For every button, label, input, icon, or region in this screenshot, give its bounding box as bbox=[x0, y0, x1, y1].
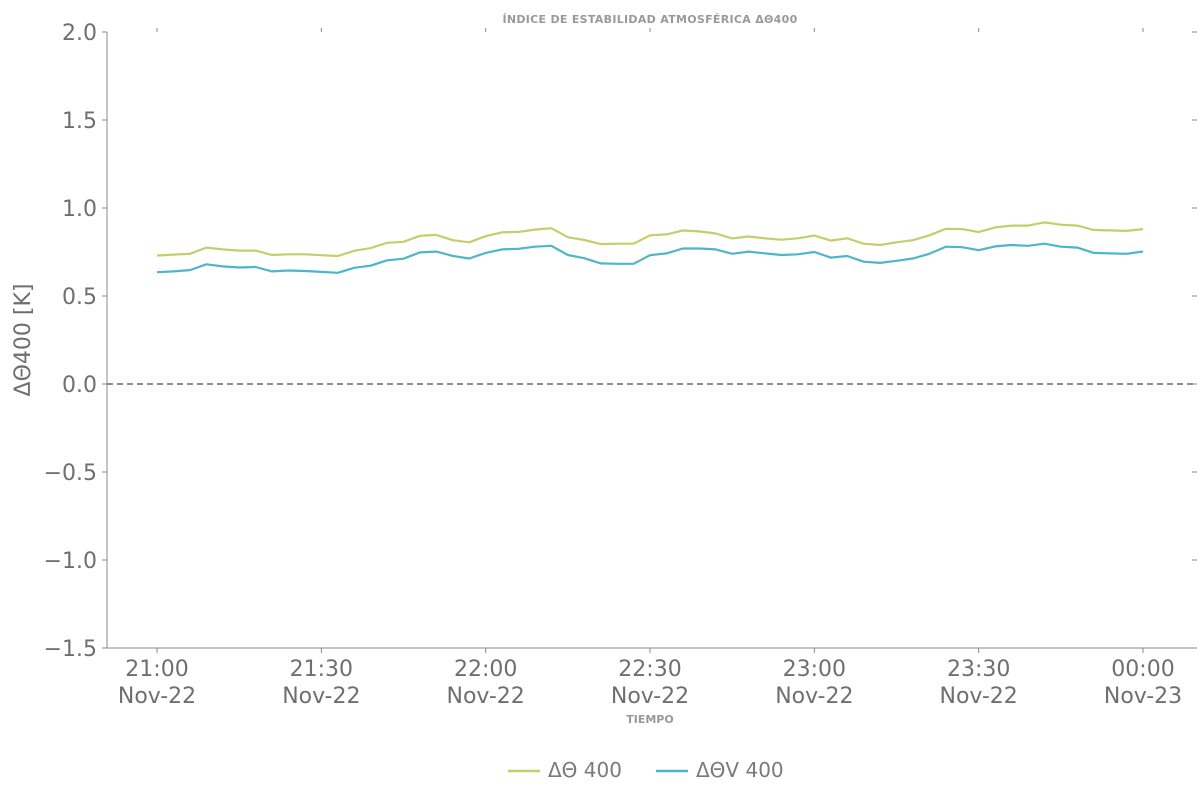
y-axis-label: ΔΘ400 [K] bbox=[11, 284, 36, 397]
y-tick-label: −0.5 bbox=[44, 461, 97, 486]
legend-label-2: ΔΘV 400 bbox=[696, 758, 784, 782]
x-tick-label-time: 23:30 bbox=[947, 657, 1010, 682]
y-tick-label: 0.0 bbox=[62, 373, 97, 398]
x-tick-label-date: Nov-22 bbox=[775, 684, 853, 709]
y-tick-label: 0.5 bbox=[62, 285, 97, 310]
chart-title: ÍNDICE DE ESTABILIDAD ATMOSFÉRICA ΔΘ400 bbox=[502, 13, 797, 26]
axes: −1.5−1.0−0.50.00.51.01.52.021:00Nov-2221… bbox=[44, 21, 1197, 709]
y-tick-label: 1.5 bbox=[62, 109, 97, 134]
x-tick-label-date: Nov-22 bbox=[940, 684, 1018, 709]
x-tick-label-date: Nov-22 bbox=[282, 684, 360, 709]
x-tick-label-time: 22:00 bbox=[454, 657, 517, 682]
y-tick-label: −1.0 bbox=[44, 549, 97, 574]
series-layer bbox=[156, 221, 1144, 274]
legend-label-1: ΔΘ 400 bbox=[548, 758, 622, 782]
x-tick-label-date: Nov-22 bbox=[118, 684, 196, 709]
legend: ΔΘ 400 ΔΘV 400 bbox=[508, 758, 784, 782]
y-tick-label: 2.0 bbox=[62, 21, 97, 46]
series-line-2 bbox=[156, 242, 1144, 274]
x-tick-label-date: Nov-22 bbox=[611, 684, 689, 709]
x-tick-label-date: Nov-22 bbox=[447, 684, 525, 709]
series-line-1 bbox=[156, 221, 1144, 258]
x-tick-label-date: Nov-23 bbox=[1104, 684, 1182, 709]
x-axis-label: TIEMPO bbox=[626, 713, 673, 726]
x-tick-label-time: 00:00 bbox=[1111, 657, 1174, 682]
x-tick-label-time: 21:30 bbox=[290, 657, 353, 682]
y-tick-label: 1.0 bbox=[62, 197, 97, 222]
x-tick-label-time: 23:00 bbox=[783, 657, 846, 682]
x-tick-label-time: 22:30 bbox=[618, 657, 681, 682]
y-tick-label: −1.5 bbox=[44, 637, 97, 662]
x-tick-label-time: 21:00 bbox=[125, 657, 188, 682]
